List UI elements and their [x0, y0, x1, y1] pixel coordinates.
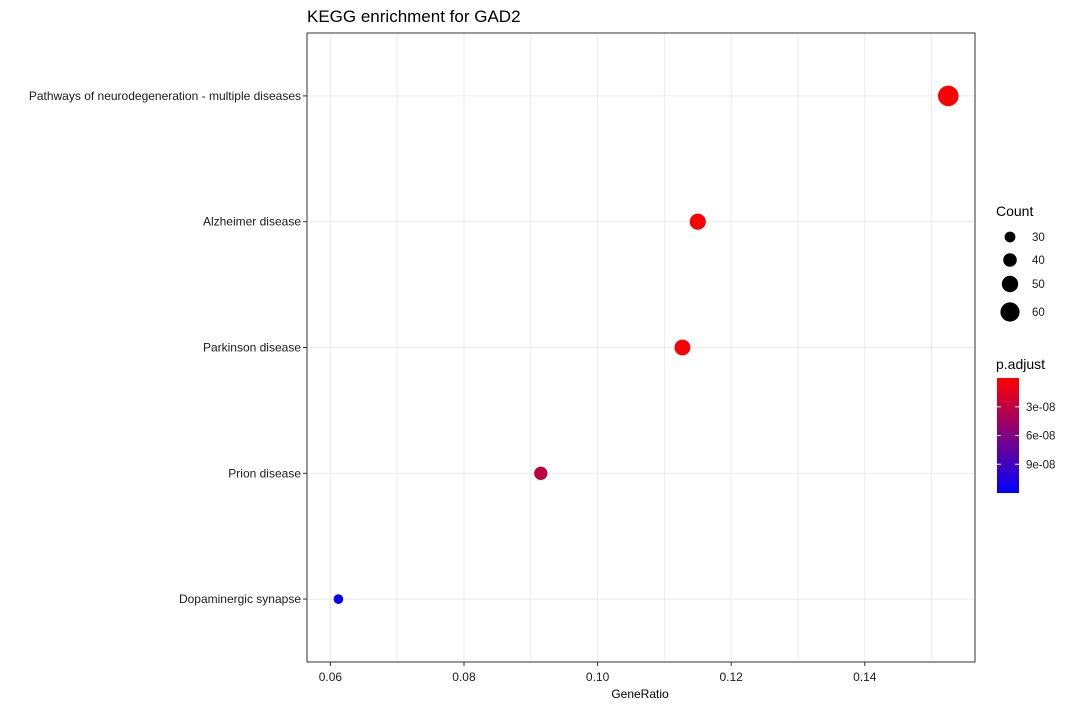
- y-tick-label: Pathways of neurodegeneration - multiple…: [29, 89, 301, 103]
- x-tick-label: 0.06: [319, 670, 343, 684]
- data-point: [534, 466, 548, 480]
- x-axis: 0.06 0.08 0.10 0.12 0.14: [319, 662, 877, 684]
- x-tick-label: 0.10: [586, 670, 610, 684]
- chart-title: KEGG enrichment for GAD2: [307, 7, 521, 26]
- data-point: [674, 339, 691, 356]
- y-tick-label: Dopaminergic synapse: [179, 592, 301, 606]
- count-legend-key: [1004, 231, 1016, 243]
- y-tick-label: Alzheimer disease: [203, 215, 301, 229]
- count-legend-key: [1000, 302, 1020, 322]
- count-legend-label: 30: [1032, 232, 1045, 244]
- y-tick-label: Prion disease: [228, 466, 301, 480]
- count-legend: Count 30 40 50 60: [996, 203, 1045, 322]
- p-adjust-legend: p.adjust 3e-08 6e-08 9e-08: [996, 356, 1055, 493]
- count-legend-title: Count: [996, 203, 1033, 219]
- p-adjust-legend-title: p.adjust: [996, 356, 1045, 372]
- plot-title: KEGG enrichment for GAD2: [307, 7, 521, 26]
- colorbar-tick-label: 6e-08: [1026, 431, 1055, 443]
- p-adjust-colorbar: [997, 378, 1019, 493]
- x-tick-label: 0.12: [720, 670, 744, 684]
- count-legend-key: [1003, 253, 1017, 267]
- count-legend-label: 50: [1032, 279, 1045, 291]
- data-point: [689, 213, 706, 230]
- colorbar-tick-label: 9e-08: [1026, 459, 1055, 471]
- y-axis: Pathways of neurodegeneration - multiple…: [29, 89, 307, 606]
- count-legend-key: [1001, 275, 1019, 293]
- colorbar-tick-label: 3e-08: [1026, 402, 1055, 414]
- data-point: [333, 594, 344, 604]
- data-point: [937, 85, 959, 107]
- data-points: [333, 85, 959, 604]
- y-tick-label: Parkinson disease: [203, 341, 301, 355]
- count-legend-label: 60: [1032, 307, 1045, 319]
- count-legend-label: 40: [1032, 255, 1045, 267]
- x-axis-title: GeneRatio: [611, 687, 669, 701]
- x-tick-label: 0.14: [853, 670, 877, 684]
- grid-lines: [307, 33, 975, 662]
- x-tick-label: 0.08: [452, 670, 476, 684]
